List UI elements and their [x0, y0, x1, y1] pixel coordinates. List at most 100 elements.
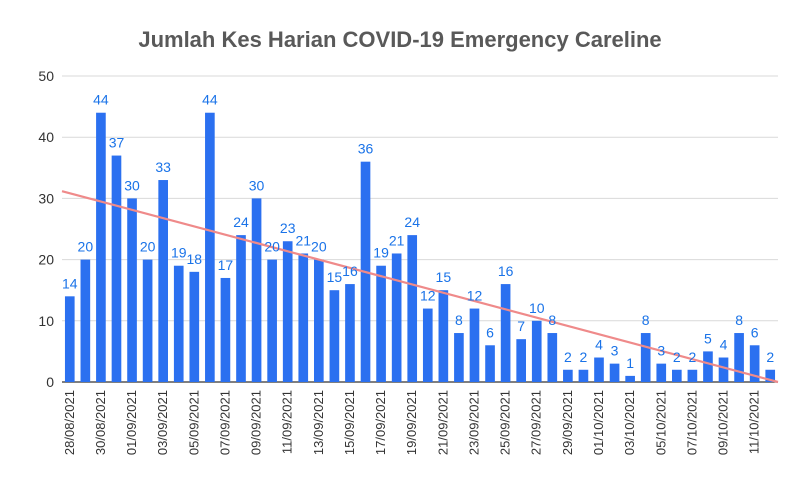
x-tick-label: 13/09/2021	[311, 390, 326, 455]
x-tick-label: 07/10/2021	[684, 390, 699, 455]
data-label: 44	[202, 92, 218, 108]
bar	[625, 375, 635, 382]
data-label: 2	[673, 349, 681, 365]
bar	[454, 333, 464, 382]
bar	[345, 284, 355, 382]
y-tick-label: 40	[38, 129, 54, 145]
bar	[718, 357, 729, 382]
data-label: 24	[404, 214, 420, 230]
data-label: 2	[564, 349, 572, 365]
x-tick-label: 19/09/2021	[404, 390, 419, 455]
data-label: 30	[124, 177, 140, 193]
data-label: 16	[498, 263, 514, 279]
data-label: 20	[78, 239, 94, 255]
bar	[578, 369, 589, 382]
data-label: 7	[517, 318, 525, 334]
data-label: 8	[455, 312, 463, 328]
x-tick-label: 05/09/2021	[186, 390, 201, 455]
bar	[314, 259, 324, 382]
data-label: 6	[486, 324, 494, 340]
bar	[111, 155, 122, 382]
x-tick-label: 05/10/2021	[653, 390, 668, 455]
y-tick-label: 0	[46, 374, 54, 390]
bar	[267, 259, 277, 382]
data-label: 19	[373, 245, 389, 261]
data-label: 19	[171, 245, 187, 261]
data-label: 33	[155, 159, 171, 175]
x-tick-label: 11/10/2021	[747, 390, 762, 454]
bar	[407, 235, 418, 382]
x-tick-label: 25/09/2021	[498, 390, 513, 455]
x-tick-label: 07/09/2021	[217, 390, 232, 455]
bar	[703, 351, 713, 382]
data-label: 4	[720, 337, 728, 353]
trendline-group	[61, 190, 779, 384]
data-label: 21	[295, 232, 311, 248]
bar	[127, 198, 137, 382]
x-tick-label: 11/09/2021	[280, 390, 295, 454]
data-label: 8	[735, 312, 743, 328]
bar	[96, 112, 106, 382]
x-tick-label: 28/08/2021	[62, 390, 77, 455]
bar	[547, 333, 558, 382]
data-label: 16	[342, 263, 358, 279]
bar	[173, 265, 184, 382]
x-tick-label: 01/10/2021	[591, 390, 606, 455]
bar	[485, 345, 495, 382]
x-tick-label: 23/09/2021	[466, 390, 481, 455]
x-tick-label: 30/08/2021	[93, 390, 108, 455]
bar	[376, 265, 386, 382]
bar	[640, 333, 651, 382]
data-label: 2	[580, 349, 588, 365]
bar	[189, 271, 200, 382]
data-label: 18	[187, 251, 203, 267]
data-label: 12	[467, 288, 483, 304]
bar	[64, 296, 75, 382]
data-label: 6	[751, 324, 759, 340]
data-label: 2	[688, 349, 696, 365]
bar	[687, 369, 698, 382]
bar	[329, 290, 340, 382]
data-label: 24	[233, 214, 249, 230]
data-label: 4	[595, 337, 603, 353]
bar	[516, 339, 526, 382]
bar	[298, 253, 309, 382]
data-label: 5	[704, 330, 712, 346]
bar	[236, 235, 246, 382]
trendline	[61, 190, 779, 384]
bar	[749, 345, 760, 382]
data-label: 17	[218, 257, 234, 273]
data-label: 21	[389, 232, 405, 248]
bar	[734, 333, 744, 382]
y-tick-label: 50	[38, 68, 54, 84]
data-label: 44	[93, 92, 109, 108]
bar	[142, 259, 153, 382]
data-label: 3	[611, 343, 619, 359]
x-tick-label: 29/09/2021	[560, 390, 575, 455]
data-label: 30	[249, 177, 265, 193]
chart-title: Jumlah Kes Harian COVID-19 Emergency Car…	[138, 27, 661, 52]
data-label: 8	[642, 312, 650, 328]
data-label: 12	[420, 288, 436, 304]
bar	[765, 369, 776, 382]
data-label: 10	[529, 300, 545, 316]
y-axis: 0 10 20 30 40 50	[38, 68, 54, 390]
bar	[672, 369, 682, 382]
data-label: 15	[436, 269, 452, 285]
data-label: 36	[358, 141, 374, 157]
bar	[531, 320, 542, 382]
y-tick-label: 20	[38, 252, 54, 268]
bar	[422, 308, 433, 382]
y-tick-label: 30	[38, 190, 54, 206]
x-axis: 28/08/2021 30/08/2021 01/09/2021 03/09/2021…	[62, 390, 762, 455]
x-tick-label: 03/10/2021	[622, 390, 637, 455]
x-tick-label: 09/09/2021	[249, 390, 264, 455]
x-tick-label: 27/09/2021	[529, 390, 544, 455]
x-tick-label: 01/09/2021	[124, 390, 139, 455]
x-tick-label: 21/09/2021	[435, 390, 450, 455]
bar	[438, 290, 449, 382]
bar	[563, 369, 573, 382]
bar	[220, 277, 231, 382]
bar	[594, 357, 604, 382]
